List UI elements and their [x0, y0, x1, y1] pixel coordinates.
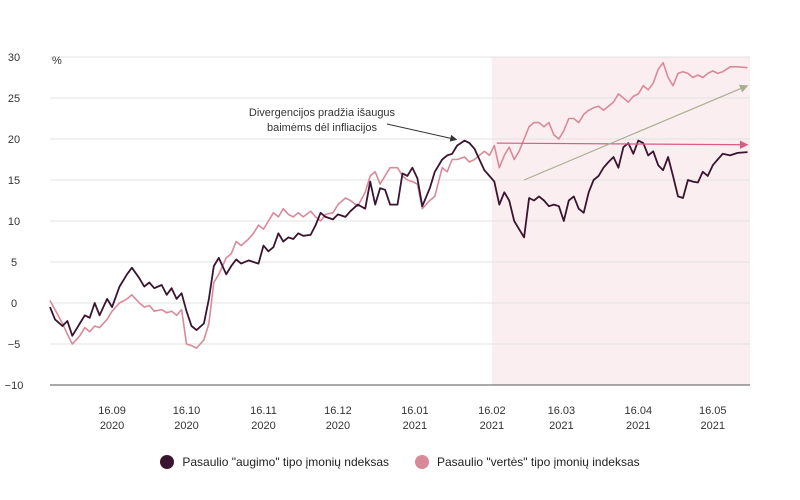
y-unit-label: %	[52, 55, 62, 67]
annotation-text-line-1: Divergencijos pradžia išaugus	[249, 107, 396, 119]
series-line-value	[49, 61, 748, 349]
y-tick-label: 20	[8, 134, 20, 146]
y-tick-label: −5	[8, 339, 21, 351]
y-tick-label: 10	[8, 216, 20, 228]
x-tick-year: 2020	[100, 420, 124, 432]
y-tick-label: 15	[8, 175, 20, 187]
legend-swatch-growth	[160, 455, 175, 469]
y-tick-label: 5	[11, 257, 17, 269]
x-tick-label: 16.10	[173, 405, 201, 417]
x-tick-year: 2021	[549, 420, 573, 432]
value-trend-arrow	[523, 84, 749, 181]
x-tick-year: 2021	[626, 420, 650, 432]
x-tick-year: 2020	[326, 420, 350, 432]
legend-label-value: Pasaulio "vertės" tipo įmonių indeksas	[437, 455, 640, 469]
x-tick-year: 2020	[174, 420, 198, 432]
y-tick-label: 30	[8, 52, 20, 64]
x-tick-label: 16.05	[699, 405, 727, 417]
y-tick-label: 0	[11, 298, 17, 310]
y-tick-label: −10	[5, 380, 24, 392]
annotation-text-line-2: baimėms dėl infliacijos	[267, 122, 378, 134]
x-tick-year: 2020	[251, 420, 275, 432]
x-tick-label: 16.11	[250, 405, 277, 417]
legend-item-growth: Pasaulio "augimo" tipo įmonių ndeksas	[160, 455, 389, 469]
legend-label-growth: Pasaulio "augimo" tipo įmonių ndeksas	[182, 455, 389, 469]
annotation-arrow	[386, 123, 458, 142]
x-tick-label: 16.04	[625, 405, 653, 417]
chart-svg: 30 25 20 15 10 5 0 −5 −10% 16.09 2020 16.10 2020 16.1…	[5, 52, 750, 432]
x-tick-year: 2021	[701, 420, 725, 432]
growth-trend-arrow	[496, 140, 749, 149]
legend-swatch-value	[415, 455, 429, 469]
x-tick-year: 2021	[403, 420, 427, 432]
x-tick-label: 16.01	[401, 405, 429, 417]
x-tick-label: 16.02	[478, 405, 506, 417]
series-line-growth	[49, 139, 748, 337]
y-tick-label: 25	[8, 93, 20, 105]
x-tick-label: 16.03	[548, 405, 576, 417]
x-tick-label: 16.12	[324, 405, 352, 417]
legend-item-value: Pasaulio "vertės" tipo įmonių indeksas	[415, 455, 640, 469]
x-tick-label: 16.09	[98, 405, 126, 417]
x-tick-year: 2021	[480, 420, 504, 432]
legend: Pasaulio "augimo" tipo įmonių ndeksas Pa…	[0, 455, 800, 469]
